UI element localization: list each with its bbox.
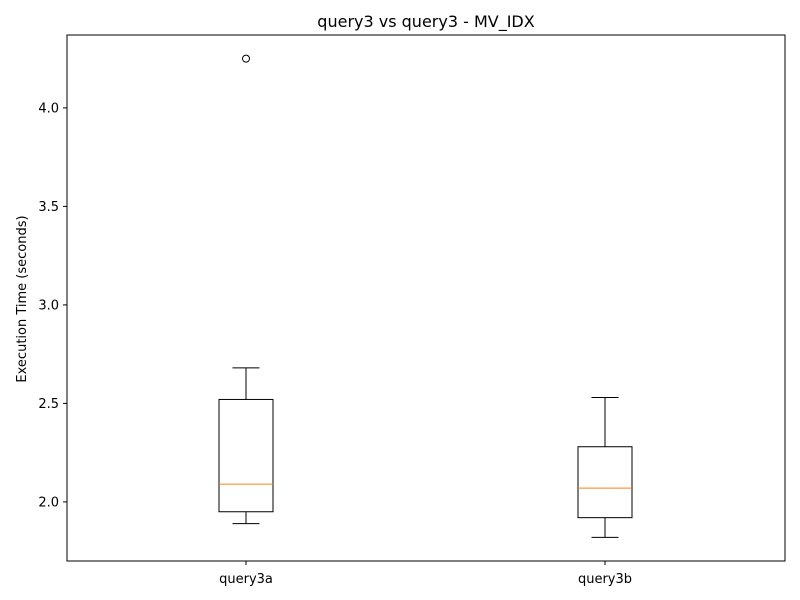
outlier-point: [242, 54, 250, 63]
y-axis-label: Execution Time (seconds): [15, 215, 30, 382]
y-tick-label: 3.5: [38, 200, 59, 215]
plot-area: 2.0 2.5 3.0 3.5 4.0 query3a query3b: [38, 54, 633, 587]
box-query3b: [577, 446, 633, 519]
y-tick-label: 4.0: [38, 101, 59, 116]
y-tick-label: 2.5: [38, 397, 59, 412]
chart-title: query3 vs query3 - MV_IDX: [317, 12, 534, 32]
x-tick-label: query3a: [219, 572, 273, 587]
y-tick-label: 2.0: [38, 495, 59, 510]
y-tick-label: 3.0: [38, 298, 59, 313]
box-query3a: [218, 398, 274, 513]
plot-frame: [66, 34, 786, 562]
x-tick-label: query3b: [578, 572, 632, 587]
